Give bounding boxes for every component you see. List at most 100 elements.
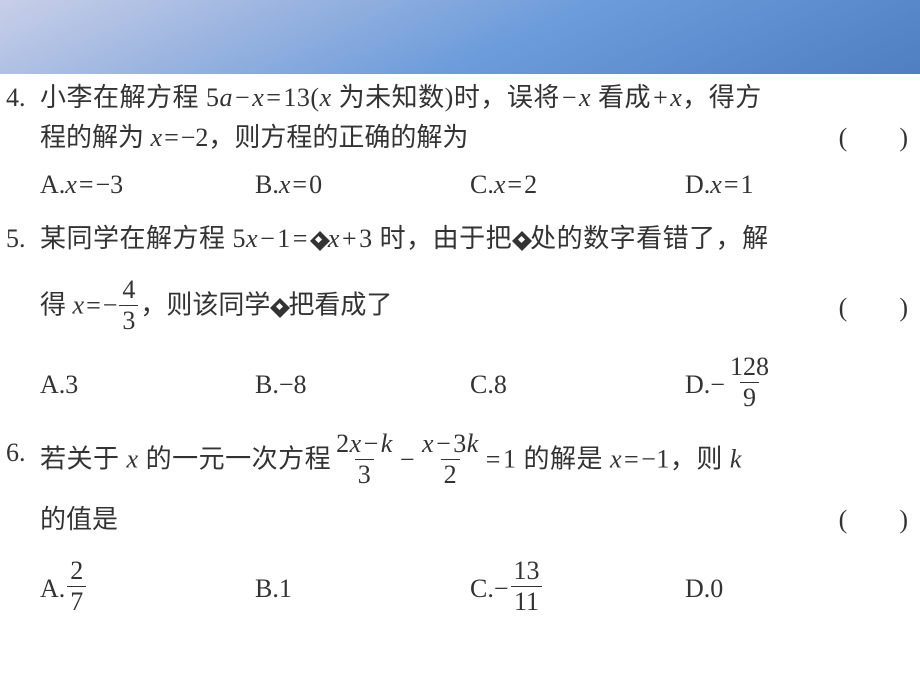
q6-option-C[interactable]: C. −1311 bbox=[470, 560, 685, 617]
q5-s1post: 处的数字看错了，解 bbox=[530, 224, 769, 253]
q5-se: = bbox=[84, 291, 103, 320]
q5-mid: 时，由于把 bbox=[373, 224, 513, 253]
q4-C-eq: = bbox=[505, 165, 524, 205]
q6-option-D[interactable]: D. 0 bbox=[685, 560, 908, 617]
q6-f2a: 3 bbox=[453, 429, 467, 458]
q5-rp: + bbox=[340, 224, 359, 253]
q4-option-B[interactable]: B. x=0 bbox=[255, 165, 470, 205]
q4-to-sign: + bbox=[651, 83, 670, 112]
q5-D-l: D. bbox=[685, 365, 710, 405]
q5-s2pre: 得 bbox=[40, 291, 73, 320]
q5-line2: 得 x=−43，则该同学把看成了 ( ) bbox=[6, 279, 908, 336]
q6-f2n: x−3k bbox=[419, 431, 482, 459]
q5-sol-frac: 43 bbox=[119, 277, 138, 334]
q6-line1: 6. 若关于 x 的一元一次方程2x−k3−x−3k2=1 的解是 x=−1，则… bbox=[6, 433, 908, 490]
q5-stem2: 得 x=−43，则该同学把看成了 bbox=[40, 279, 392, 336]
q6-sval: −1 bbox=[641, 445, 670, 474]
q5-A-l: A. bbox=[40, 365, 65, 405]
q4-option-A[interactable]: A. x=−3 bbox=[40, 165, 255, 205]
q4-s2post: ，则方程的正确的解为 bbox=[208, 123, 468, 152]
diamond-icon bbox=[310, 231, 328, 249]
q6-C-fd: 11 bbox=[511, 586, 542, 615]
q5-eq: = bbox=[291, 224, 310, 253]
q5-B-l: B. bbox=[255, 365, 279, 405]
q5-fn: 4 bbox=[119, 277, 138, 305]
q4-answer-paren: ( ) bbox=[839, 118, 908, 158]
q4-from-sign: − bbox=[560, 83, 579, 112]
q5-rv: x bbox=[328, 224, 340, 253]
q5-C-l: C. bbox=[470, 365, 494, 405]
q5-option-C[interactable]: C. 8 bbox=[470, 356, 685, 413]
q6-option-B[interactable]: B. 1 bbox=[255, 560, 470, 617]
q4-solvar: x bbox=[151, 123, 163, 152]
q5-option-B[interactable]: B. −8 bbox=[255, 356, 470, 413]
q4-stem1: 小李在解方程 5a−x=13(x 为未知数)时，误将−x 看成+x，得方 bbox=[40, 78, 908, 118]
q5-D-frac: 1289 bbox=[727, 354, 772, 411]
q6-option-A[interactable]: A. 27 bbox=[40, 560, 255, 617]
q5-option-D[interactable]: D. −1289 bbox=[685, 356, 908, 413]
q4-option-C[interactable]: C. x=2 bbox=[470, 165, 685, 205]
q5-B-t: −8 bbox=[279, 365, 307, 405]
q5-answer-paren: ( ) bbox=[839, 288, 908, 328]
q4-post3: ，得方 bbox=[682, 83, 762, 112]
q6-D-t: 0 bbox=[710, 569, 723, 609]
question-6: 6. 若关于 x 的一元一次方程2x−k3−x−3k2=1 的解是 x=−1，则… bbox=[6, 433, 908, 617]
q6-stem2: 的值是 bbox=[40, 500, 118, 540]
q6-C-l: C. bbox=[470, 569, 494, 609]
q6-A-fn: 2 bbox=[67, 558, 86, 586]
q5-option-A[interactable]: A. 3 bbox=[40, 356, 255, 413]
q5-D-fd: 9 bbox=[740, 382, 759, 411]
q6-f2c: − bbox=[434, 429, 453, 458]
q5-line1: 5. 某同学在解方程 5x−1=x+3 时，由于把处的数字看错了，解 bbox=[6, 219, 908, 259]
q6-B-t: 1 bbox=[279, 569, 292, 609]
q4-B-val: 0 bbox=[309, 165, 322, 205]
exam-paper: 4. 小李在解方程 5a−x=13(x 为未知数)时，误将−x 看成+x，得方 … bbox=[0, 74, 920, 690]
q5-s2post: ，则该同学 bbox=[140, 291, 270, 320]
q6-s1pre: 若关于 bbox=[40, 445, 127, 474]
q6-answer-paren: ( ) bbox=[839, 500, 908, 540]
q5-lv: x bbox=[246, 224, 258, 253]
q6-D-l: D. bbox=[685, 569, 710, 609]
q6-ee: = bbox=[484, 445, 503, 474]
q4-C-val: 2 bbox=[524, 165, 537, 205]
q6-s1mid: 的一元一次方程 bbox=[139, 445, 332, 474]
question-5: 5. 某同学在解方程 5x−1=x+3 时，由于把处的数字看错了，解 得 x=−… bbox=[6, 219, 908, 413]
q4-C-label: C. bbox=[470, 165, 494, 205]
q4-B-var: x bbox=[279, 165, 291, 205]
q4-soleq: = bbox=[162, 123, 181, 152]
q5-s1pre: 某同学在解方程 bbox=[40, 224, 233, 253]
q5-sv: x bbox=[73, 291, 85, 320]
diamond-icon bbox=[270, 298, 288, 316]
q5-C-t: 8 bbox=[494, 365, 507, 405]
q4-post1: 时，误将 bbox=[454, 83, 560, 112]
q4-pclose: ) bbox=[445, 83, 454, 112]
q4-solval: −2 bbox=[181, 123, 209, 152]
q6-k: k bbox=[730, 445, 742, 474]
q6-f1d: k bbox=[381, 429, 393, 458]
q5-lc: 5 bbox=[233, 224, 247, 253]
q4-line1: 4. 小李在解方程 5a−x=13(x 为未知数)时，误将−x 看成+x，得方 bbox=[6, 78, 908, 118]
q5-D-fn: 128 bbox=[727, 354, 772, 382]
q5-lm: − bbox=[258, 224, 277, 253]
question-4: 4. 小李在解方程 5a−x=13(x 为未知数)时，误将−x 看成+x，得方 … bbox=[6, 78, 908, 205]
q4-option-D[interactable]: D. x=1 bbox=[685, 165, 908, 205]
q5-sn: − bbox=[103, 291, 118, 320]
q4-C-var: x bbox=[494, 165, 506, 205]
q5-stem1: 某同学在解方程 5x−1=x+3 时，由于把处的数字看错了，解 bbox=[40, 219, 908, 259]
q6-p1: 的解是 bbox=[516, 445, 610, 474]
q6-f1den: 3 bbox=[355, 459, 375, 488]
q5-rc: 3 bbox=[359, 224, 373, 253]
q6-f2b: x bbox=[422, 429, 434, 458]
q6-frac1: 2x−k3 bbox=[333, 431, 396, 488]
q4-options: A. x=−3 B. x=0 C. x=2 D. x=1 bbox=[6, 165, 908, 205]
q4-s2pre: 程的解为 bbox=[40, 123, 151, 152]
q6-A-frac: 27 bbox=[67, 558, 86, 615]
q4-post2: 看成 bbox=[591, 83, 651, 112]
q4-ptext: 为未知数 bbox=[332, 83, 445, 112]
q4-minus: − bbox=[233, 83, 252, 112]
q4-popen: ( bbox=[310, 83, 319, 112]
q4-B-eq: = bbox=[290, 165, 309, 205]
q6-var: x bbox=[127, 445, 139, 474]
q6-se: = bbox=[622, 445, 641, 474]
q4-D-eq: = bbox=[722, 165, 741, 205]
